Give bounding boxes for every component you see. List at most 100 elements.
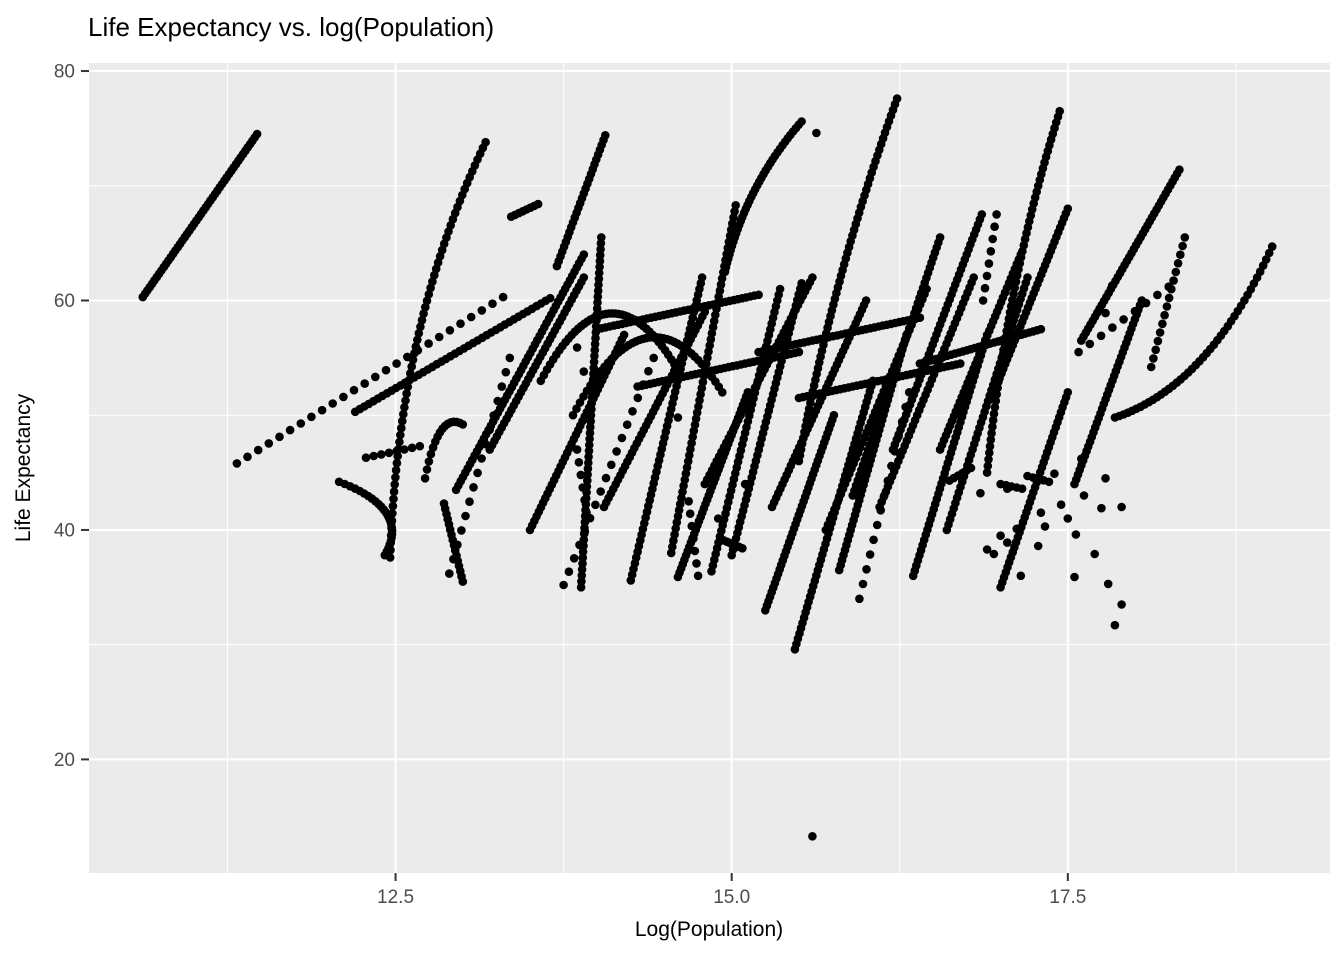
- data-point: [458, 577, 468, 586]
- data-point: [264, 439, 274, 448]
- data-point: [385, 553, 395, 562]
- data-point: [977, 210, 987, 219]
- data-point: [1101, 474, 1110, 483]
- data-point: [897, 417, 907, 427]
- data-point: [407, 362, 417, 371]
- data-point: [578, 483, 587, 492]
- data-point: [285, 425, 295, 435]
- data-point: [501, 367, 511, 377]
- data-point: [718, 388, 727, 397]
- data-point: [399, 409, 408, 419]
- data-point: [987, 428, 996, 438]
- data-point: [575, 540, 584, 550]
- data-point: [397, 423, 406, 433]
- data-point: [990, 222, 999, 231]
- y-tick-label: 80: [54, 62, 75, 83]
- data-point: [982, 545, 992, 554]
- data-point: [419, 309, 428, 319]
- data-point: [978, 296, 988, 305]
- y-tick-label: 40: [54, 521, 75, 542]
- data-point: [388, 501, 398, 511]
- data-point: [533, 199, 543, 209]
- data-point: [1016, 571, 1026, 581]
- data-point: [1261, 255, 1271, 264]
- data-point: [386, 531, 396, 540]
- data-point: [1070, 572, 1079, 582]
- data-point: [388, 509, 397, 518]
- data-point: [892, 94, 902, 103]
- data-point: [687, 521, 697, 531]
- data-point: [986, 247, 996, 256]
- data-point: [402, 389, 411, 398]
- data-point: [754, 290, 763, 300]
- data-point: [1012, 524, 1021, 534]
- data-point: [1063, 204, 1073, 213]
- data-point: [1050, 469, 1059, 479]
- data-point: [1074, 347, 1083, 357]
- data-point: [417, 315, 427, 325]
- data-point: [381, 365, 391, 375]
- data-point: [243, 452, 252, 462]
- data-point: [685, 509, 695, 518]
- data-point: [1264, 248, 1274, 258]
- data-point: [858, 579, 868, 589]
- data-point: [387, 516, 397, 525]
- data-point: [1117, 502, 1126, 512]
- data-point: [424, 457, 434, 466]
- data-point: [360, 379, 370, 388]
- data-point: [612, 447, 621, 456]
- data-point: [1036, 508, 1046, 517]
- data-point: [872, 520, 882, 530]
- data-point: [992, 210, 1001, 219]
- data-point: [901, 402, 910, 412]
- data-point: [456, 319, 465, 329]
- data-point: [386, 545, 395, 555]
- data-point: [458, 420, 468, 429]
- data-point: [988, 422, 997, 432]
- y-tick-label: 20: [54, 750, 75, 771]
- data-point: [1017, 484, 1027, 494]
- data-point: [591, 500, 600, 510]
- data-point: [1101, 308, 1110, 318]
- data-point: [713, 514, 723, 523]
- data-point: [445, 326, 455, 335]
- data-point: [1171, 267, 1181, 277]
- data-point: [1079, 491, 1089, 500]
- data-point: [392, 458, 402, 468]
- data-point: [990, 403, 1000, 412]
- data-point: [1016, 250, 1026, 259]
- x-axis-title: Log(Population): [634, 918, 784, 941]
- data-point: [392, 359, 401, 368]
- data-point: [582, 508, 591, 517]
- data-point: [434, 332, 444, 342]
- data-point: [812, 128, 821, 138]
- data-point: [420, 474, 430, 483]
- data-point: [1108, 323, 1117, 332]
- data-point: [808, 273, 817, 282]
- data-point: [415, 441, 425, 451]
- data-point: [572, 445, 582, 454]
- data-point: [1055, 106, 1064, 116]
- data-point: [465, 497, 474, 507]
- data-point: [985, 442, 995, 451]
- data-point: [956, 359, 965, 368]
- data-point: [989, 549, 999, 559]
- data-point: [1110, 620, 1120, 630]
- data-point: [601, 473, 611, 483]
- data-point: [275, 432, 284, 442]
- data-point: [569, 554, 579, 563]
- data-point: [984, 259, 994, 268]
- data-point: [387, 523, 396, 533]
- data-point: [797, 117, 806, 126]
- data-point: [466, 312, 476, 322]
- data-point: [976, 488, 985, 498]
- x-tick-label: 17.5: [1049, 887, 1086, 908]
- data-point: [1164, 293, 1174, 303]
- data-point: [622, 420, 632, 430]
- data-point: [996, 531, 1005, 540]
- data-point: [738, 544, 747, 553]
- data-point: [469, 483, 478, 492]
- data-point: [369, 451, 379, 461]
- data-point: [307, 412, 316, 422]
